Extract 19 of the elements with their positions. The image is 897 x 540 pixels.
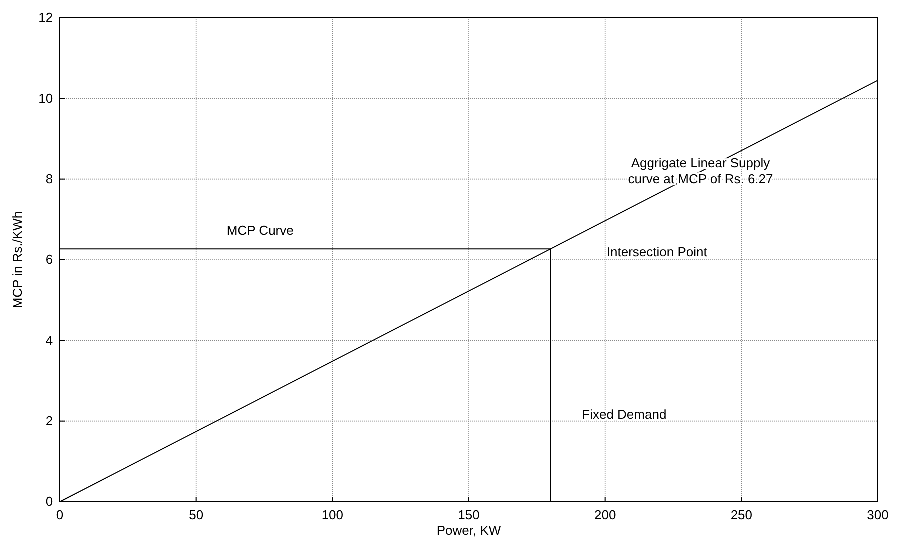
y-tick-label: 0 <box>46 494 54 510</box>
y-tick-label: 2 <box>46 413 54 428</box>
x-tick-label: 150 <box>458 507 480 522</box>
y-tick-label: 4 <box>46 332 54 348</box>
annotation: Intersection Point <box>606 244 708 260</box>
x-tick-label: 100 <box>322 507 344 522</box>
x-tick-label: 200 <box>594 507 616 522</box>
x-axis-title: Power, KW <box>436 523 502 538</box>
annotation: MCP Curve <box>226 222 294 238</box>
y-axis-title: MCP in Rs./KWh <box>10 211 25 309</box>
annotation: Fixed Demand <box>582 406 667 422</box>
x-tick-label: 250 <box>730 507 753 522</box>
x-tick-label: 50 <box>189 507 204 522</box>
y-tick-label: 8 <box>46 171 54 186</box>
y-tick-label: 6 <box>46 252 54 268</box>
y-tick-label: 12 <box>38 10 54 26</box>
y-tick-label: 10 <box>38 90 54 106</box>
x-tick-label: 0 <box>56 507 64 522</box>
x-tick-label: 300 <box>867 507 889 522</box>
